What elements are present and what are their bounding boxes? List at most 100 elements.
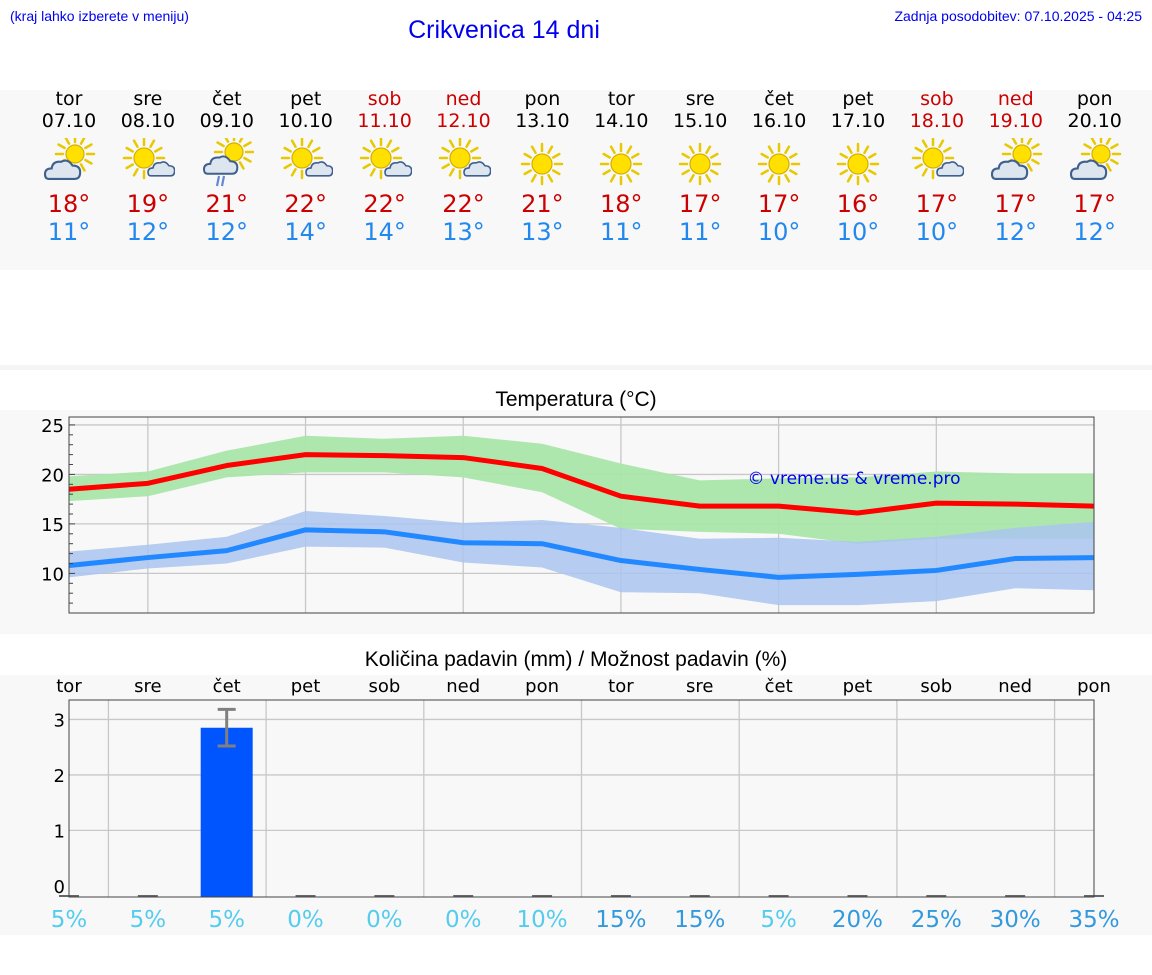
temp-max: 17°	[994, 190, 1038, 218]
y-tick-label: 20	[41, 465, 64, 486]
y-tick-label: 3	[54, 710, 65, 731]
day-column: sob 11.10 22° 14°	[345, 88, 425, 246]
temp-max: 18°	[600, 190, 643, 218]
plot-frame	[68, 416, 1095, 614]
weekday-label: čet	[765, 676, 793, 697]
precip-probability: 30%	[990, 907, 1041, 933]
cloud-shape	[990, 159, 1028, 180]
weekday-label: tor	[56, 676, 82, 697]
partly-cloudy-icon	[990, 138, 1043, 180]
partly-cloudy-icon	[43, 138, 96, 180]
day-column: ned 19.10 17° 12°	[976, 88, 1056, 246]
last-updated: Zadnja posodobitev: 07.10.2025 - 04:25	[894, 8, 1142, 24]
y-tick-label: 25	[41, 416, 64, 437]
sun-shape	[836, 142, 880, 186]
precip-probability: 5%	[51, 907, 88, 933]
sun-shape	[280, 138, 323, 180]
precip-probability: 15%	[674, 907, 725, 933]
temp-min: 11°	[678, 218, 722, 246]
day-name: čet	[212, 88, 242, 110]
temp-min: 14°	[363, 218, 406, 246]
temp-min: 11°	[47, 218, 91, 246]
precip-probability: 5%	[130, 907, 167, 933]
day-column: ned 12.10 22° 13°	[424, 88, 504, 246]
sun-shape	[678, 142, 722, 186]
temperature-chart-title: Temperatura (°C)	[495, 388, 657, 411]
temp-max: 22°	[363, 190, 406, 218]
temp-min: 10°	[836, 218, 880, 246]
sun-small-cloud-icon	[359, 138, 412, 180]
weekday-label: sob	[368, 676, 400, 697]
temp-max: 21°	[205, 190, 249, 218]
precip-probability: 10%	[517, 907, 568, 933]
weekday-label: čet	[213, 676, 241, 697]
page-title: Crikvenica 14 dni	[408, 16, 600, 44]
y-tick-label: 15	[41, 515, 64, 536]
temperature-chart: 10 15 20 25 © vreme.us & vreme.pro	[41, 416, 1095, 614]
temp-max: 22°	[284, 190, 327, 218]
day-name: sob	[920, 88, 954, 110]
temp-min: 10°	[757, 218, 801, 246]
day-date: 15.10	[672, 110, 728, 132]
weekday-label: pon	[525, 676, 559, 697]
precip-probability: 25%	[911, 907, 962, 933]
sun-shape	[521, 142, 564, 186]
day-date: 14.10	[594, 110, 649, 132]
day-name: pon	[524, 88, 561, 110]
day-column: čet 09.10 21° 12°	[187, 88, 267, 246]
sun-icon	[678, 142, 722, 186]
rain-cloud-shape	[202, 155, 239, 175]
weekday-label: ned	[446, 676, 480, 697]
sun-small-cloud-icon	[122, 138, 175, 180]
day-name: tor	[55, 88, 83, 110]
day-date: 13.10	[515, 110, 570, 132]
day-column: pon 13.10 21° 13°	[502, 88, 582, 246]
day-date: 16.10	[751, 110, 807, 132]
day-date: 08.10	[120, 110, 176, 132]
small-cloud-shape	[383, 161, 412, 177]
sun-small-cloud-icon	[438, 138, 491, 180]
sun-cloud-rain-icon	[202, 138, 254, 187]
precip-bar	[200, 727, 253, 897]
day-name: pet	[290, 88, 322, 110]
cloud-shape	[1069, 159, 1107, 180]
precip-probability: 20%	[832, 907, 883, 933]
temp-min: 12°	[994, 218, 1038, 246]
sun-small-cloud-icon	[911, 138, 964, 180]
partly-cloudy-icon	[1069, 138, 1121, 180]
temp-max: 18°	[47, 190, 91, 218]
day-date: 19.10	[988, 110, 1043, 132]
precip-probability: 0%	[366, 907, 403, 933]
temp-min: 13°	[521, 218, 564, 246]
precip-probability: 5%	[760, 907, 797, 933]
y-tick-label: 2	[54, 766, 65, 787]
weekday-label: sre	[134, 676, 161, 697]
y-tick-label: 1	[54, 821, 65, 842]
day-column: sob 18.10 17° 10°	[897, 88, 977, 246]
sun-shape	[600, 142, 643, 186]
small-cloud-shape	[304, 161, 333, 177]
day-date: 12.10	[436, 110, 491, 132]
small-cloud-shape	[462, 161, 491, 177]
day-name: pon	[1076, 88, 1113, 110]
temp-max: 17°	[757, 190, 801, 218]
rain-drop	[220, 175, 225, 187]
weekday-label: ned	[998, 676, 1032, 697]
temp-max: 21°	[521, 190, 564, 218]
temp-max: 17°	[915, 190, 959, 218]
sun-icon	[521, 142, 564, 186]
divider	[0, 365, 1152, 370]
cloud-shape	[43, 159, 82, 180]
day-column: sre 08.10 19° 12°	[108, 88, 188, 246]
precip-probability: 5%	[208, 907, 245, 933]
day-date: 18.10	[909, 110, 965, 132]
day-column: pet 17.10 16° 10°	[818, 88, 898, 246]
y-tick-label: 10	[41, 564, 64, 585]
y-tick-label: 0	[54, 877, 65, 898]
small-cloud-shape	[147, 161, 175, 177]
day-name: sob	[367, 88, 402, 110]
day-column: sre 15.10 17° 11°	[660, 88, 740, 246]
weekday-label: pet	[291, 676, 321, 697]
temp-min: 12°	[1073, 218, 1116, 246]
